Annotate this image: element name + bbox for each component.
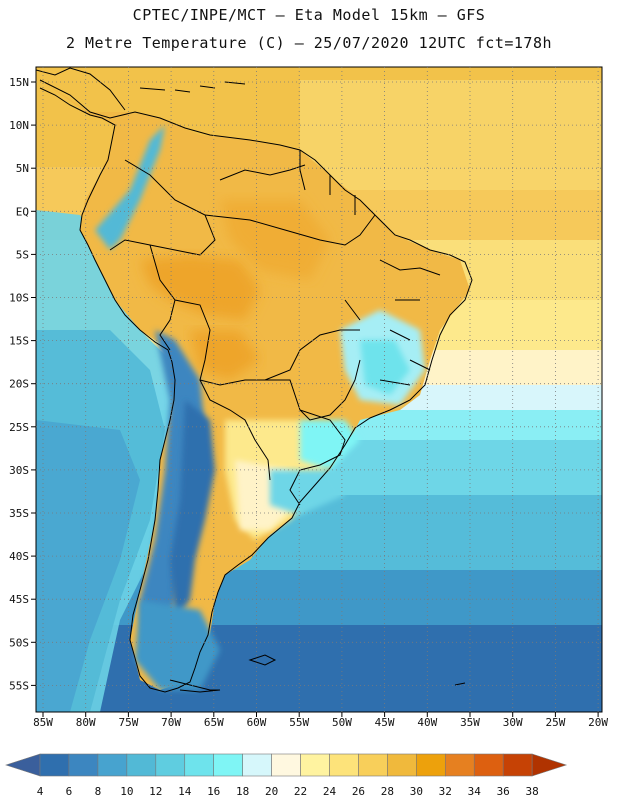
colorbar-segment <box>387 753 417 777</box>
lon-label: 30W <box>503 716 523 729</box>
longitude-labels: 85W 80W 75W 70W 65W 60W 55W 50W 45W 40W 35W 30W 25W 2… <box>33 712 608 729</box>
lat-label: 15S <box>9 335 29 348</box>
colorbar-segment <box>502 753 533 777</box>
lat-label: 45S <box>9 593 29 606</box>
lat-label: 10S <box>9 292 29 305</box>
lat-label: 20S <box>9 378 29 391</box>
colorbar-segment <box>39 753 70 777</box>
map-frame <box>35 66 603 713</box>
colorbar-label: 8 <box>95 785 102 798</box>
colorbar-segment <box>184 753 215 777</box>
colorbar-label: 22 <box>294 785 307 798</box>
colorbar-label: 6 <box>66 785 73 798</box>
lon-label: 80W <box>76 716 96 729</box>
colorbar-segment <box>444 753 475 777</box>
lon-label: 60W <box>247 716 267 729</box>
map-title: CPTEC/INPE/MCT – Eta Model 15km – GFS <box>132 6 486 24</box>
lon-label: 50W <box>332 716 352 729</box>
lon-label: 65W <box>204 716 224 729</box>
lon-label: 25W <box>545 716 565 729</box>
colorbar-segment <box>416 753 446 777</box>
lon-label: 20W <box>588 716 608 729</box>
lat-label: 50S <box>9 636 29 649</box>
lon-label: 85W <box>33 716 53 729</box>
colorbar-segment <box>242 753 272 777</box>
lat-label: 10N <box>9 119 29 132</box>
lon-label: 75W <box>118 716 138 729</box>
lat-label: EQ <box>16 205 29 218</box>
colorbar-label: 4 <box>37 785 44 798</box>
lat-label: 30S <box>9 464 29 477</box>
colorbar-segment <box>155 753 186 777</box>
lon-label: 35W <box>460 716 480 729</box>
colorbar-label: 24 <box>323 785 337 798</box>
latitude-labels: 15N 10N 5N EQ 5S 10S 15S 20S 25S 30S 35S 40S 45S 50S 5… <box>9 76 36 692</box>
coastlines <box>36 67 473 693</box>
lat-label: 5N <box>16 162 29 175</box>
colorbar-segment <box>473 753 504 777</box>
colorbar-label: 36 <box>497 785 510 798</box>
colorbar-segment <box>329 753 359 777</box>
colorbar-arrow-low <box>5 753 41 777</box>
colorbar-label: 14 <box>178 785 192 798</box>
colorbar-segment <box>97 753 128 777</box>
colorbar-segment <box>271 753 301 777</box>
lon-label: 70W <box>161 716 181 729</box>
colorbar-label: 32 <box>439 785 452 798</box>
colorbar-label: 18 <box>236 785 249 798</box>
colorbar-label: 10 <box>120 785 133 798</box>
colorbar-segment <box>300 753 330 777</box>
lat-label: 55S <box>9 679 29 692</box>
colorbar-label: 20 <box>265 785 278 798</box>
colorbar-segment <box>126 753 157 777</box>
colorbar: 4 6 8 10 12 14 16 18 20 22 24 26 28 30 32 34 36 38 <box>5 753 568 798</box>
colorbar-label: 16 <box>207 785 220 798</box>
lat-label: 35S <box>9 507 29 520</box>
continent-fill <box>40 80 470 690</box>
lon-label: 55W <box>289 716 309 729</box>
colorbar-label: 30 <box>410 785 423 798</box>
colorbar-label: 38 <box>526 785 539 798</box>
colorbar-label: 28 <box>381 785 394 798</box>
map-field <box>36 67 602 712</box>
lat-label: 15N <box>9 76 29 89</box>
colorbar-label: 26 <box>352 785 365 798</box>
colorbar-segment <box>358 753 388 777</box>
colorbar-label: 34 <box>468 785 482 798</box>
lon-label: 40W <box>417 716 437 729</box>
lat-label: 40S <box>9 550 29 563</box>
lat-label: 25S <box>9 421 29 434</box>
colorbar-segment <box>213 753 243 777</box>
colorbar-arrow-high <box>531 753 568 777</box>
lon-label: 45W <box>375 716 395 729</box>
colorbar-label: 12 <box>149 785 162 798</box>
map-subtitle: 2 Metre Temperature (C) – 25/07/2020 12U… <box>65 34 553 52</box>
lat-label: 5S <box>16 248 29 261</box>
colorbar-segment <box>68 753 99 777</box>
